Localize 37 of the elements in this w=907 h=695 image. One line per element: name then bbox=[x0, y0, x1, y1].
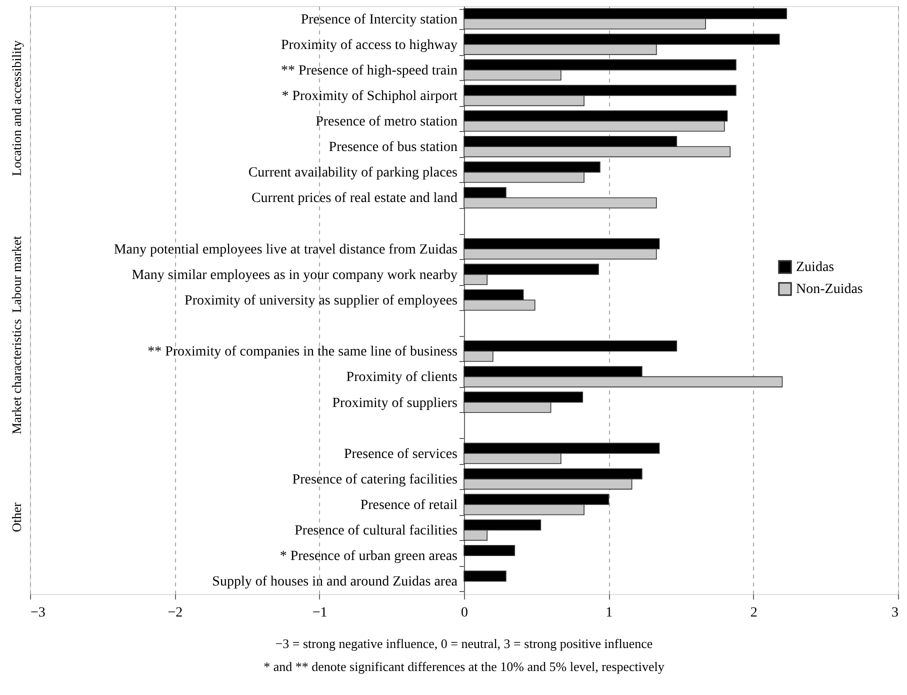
y-tick-label: Many similar employees as in your company work nearby bbox=[132, 268, 458, 283]
y-tick-label: ** Proximity of companies in the same line of business bbox=[148, 344, 458, 360]
y-tick-label: Presence of cultural facilities bbox=[294, 524, 458, 539]
bar bbox=[464, 545, 516, 556]
x-tick-label: 0 bbox=[461, 606, 468, 620]
text: −3 = strong negative influence, 0 = neutral, 3 = strong positive influence bbox=[275, 636, 653, 651]
y-tick-label: Proximity of clients bbox=[346, 370, 458, 386]
x-tick-label: −3 bbox=[30, 606, 46, 620]
text: Market characteristics bbox=[9, 319, 24, 434]
y-tick-label: ** Presence of high-speed train bbox=[281, 63, 458, 78]
text: Labour market bbox=[9, 236, 24, 313]
x-tick-label: 2 bbox=[750, 606, 758, 620]
y-tick-label: Current availability of parking places bbox=[248, 166, 458, 181]
x-tick-label: 1 bbox=[606, 606, 613, 620]
y-tick-label: Presence of bus station bbox=[328, 140, 458, 156]
bar bbox=[464, 570, 506, 582]
y-tick-label: Presence of metro station bbox=[316, 114, 458, 130]
legend-label: Zuidas bbox=[796, 260, 834, 275]
x-tick-label: −1 bbox=[312, 606, 328, 620]
y-tick-label: Proximity of suppliers bbox=[332, 396, 458, 411]
text: Other bbox=[9, 502, 24, 532]
y-tick-label: Many potential employees live at travel distance from Zuidas bbox=[114, 242, 458, 258]
y-tick-label: * Proximity of Schiphol airport bbox=[282, 88, 458, 104]
x-tick-label: −2 bbox=[168, 606, 183, 620]
x-tick-label: 3 bbox=[892, 606, 898, 620]
y-tick-label: Proximity of access to highway bbox=[280, 38, 458, 53]
y-tick-label: Current prices of real estate and land bbox=[251, 191, 458, 206]
y-tick-label: Presence of retail bbox=[360, 498, 458, 514]
y-tick-label: Presence of catering facilities bbox=[292, 472, 458, 488]
y-tick-label: Proximity of university as supplier of employees bbox=[184, 294, 458, 308]
y-tick-label: Supply of houses in and around Zuidas area bbox=[212, 574, 458, 590]
text: * and ** denote significant differences at the 10% and 5% level, respectively bbox=[264, 659, 665, 674]
y-tick-label: Presence of services bbox=[344, 446, 458, 462]
text: Location and accessibility bbox=[9, 40, 24, 176]
legend-label: Non-Zuidas bbox=[796, 282, 863, 297]
y-tick-label: * Presence of urban green areas bbox=[280, 549, 458, 564]
y-tick-label: Presence of Intercity station bbox=[300, 12, 458, 28]
